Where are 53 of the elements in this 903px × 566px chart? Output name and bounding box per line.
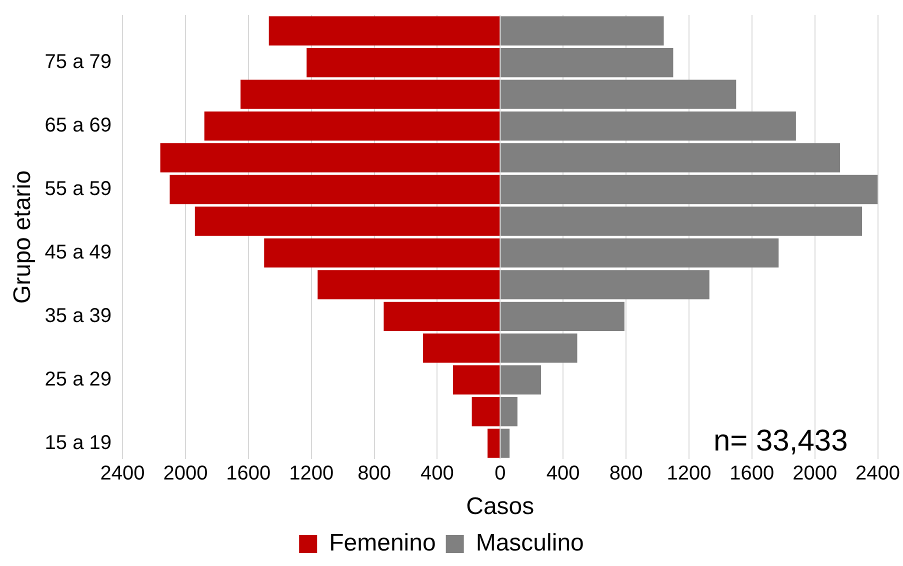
y-axis-title: Grupo etario: [9, 170, 36, 304]
bar: [500, 174, 878, 204]
bar: [204, 111, 500, 141]
legend-label: Masculino: [476, 530, 584, 557]
bar: [423, 334, 500, 363]
x-tick-label: 800: [609, 462, 643, 485]
x-tick-label: 1600: [226, 462, 271, 485]
bar: [500, 111, 796, 141]
bar: [500, 16, 664, 46]
bar: [160, 143, 500, 172]
bar: [264, 238, 500, 268]
bar: [306, 48, 500, 78]
y-tick-label: 25 a 29: [44, 368, 112, 390]
bar: [500, 238, 779, 268]
bar: [240, 80, 500, 109]
x-tick-label: 0: [494, 462, 506, 485]
bar: [318, 270, 500, 300]
x-tick-label: 2400: [856, 462, 900, 485]
y-tick-label: 45 a 49: [44, 241, 112, 264]
bar: [500, 334, 578, 363]
x-tick-label: 400: [420, 462, 454, 485]
y-tick-label: 35 a 39: [44, 304, 112, 327]
x-tick-label: 1600: [730, 462, 774, 485]
y-tick-label: 75 a 79: [44, 51, 112, 74]
bar: [500, 428, 510, 458]
bar: [500, 365, 542, 394]
x-tick-label: 2400: [100, 462, 145, 485]
x-tick-label: 2000: [792, 462, 838, 485]
y-tick-label: 15 a 19: [44, 432, 112, 454]
x-tick-label: 400: [546, 462, 580, 485]
annotation: n= 33,433: [713, 424, 848, 458]
bar: [500, 397, 518, 426]
legend-label: Femenino: [329, 530, 436, 557]
bar: [268, 16, 500, 46]
bar: [500, 80, 736, 109]
bar: [500, 48, 674, 78]
x-tick-label: 1200: [289, 462, 334, 485]
x-axis-title: Casos: [466, 493, 534, 520]
bar: [170, 174, 500, 204]
bar: [194, 206, 500, 236]
bar: [488, 428, 500, 458]
x-tick-label: 1200: [666, 462, 712, 485]
bar: [472, 397, 500, 426]
bar: [500, 206, 862, 236]
bar: [500, 143, 840, 172]
x-tick-label: 2000: [163, 462, 208, 485]
bar: [500, 270, 710, 300]
bar: [500, 302, 624, 332]
y-tick-label: 65 a 69: [44, 114, 112, 137]
x-tick-label: 800: [358, 462, 391, 485]
y-tick-label: 55 a 59: [44, 178, 112, 200]
bar: [452, 365, 500, 394]
bar: [384, 302, 500, 332]
